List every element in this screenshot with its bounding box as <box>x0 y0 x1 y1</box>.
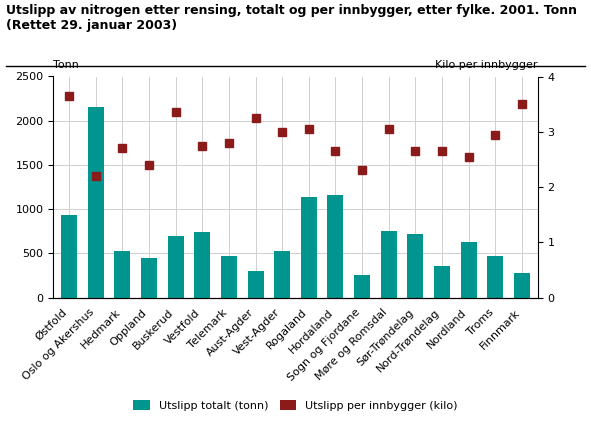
Bar <box>194 232 210 298</box>
Bar <box>248 271 264 298</box>
Bar <box>354 275 370 298</box>
Text: Utslipp av nitrogen etter rensing, totalt og per innbygger, etter fylke. 2001. T: Utslipp av nitrogen etter rensing, total… <box>6 4 577 32</box>
Bar <box>221 256 237 297</box>
Bar <box>460 242 476 298</box>
Bar <box>301 197 317 298</box>
Bar <box>141 258 157 297</box>
Legend: Utslipp totalt (tonn), Utslipp per innbygger (kilo): Utslipp totalt (tonn), Utslipp per innby… <box>129 396 462 415</box>
Text: Tonn: Tonn <box>53 60 79 70</box>
Bar <box>434 266 450 298</box>
Bar <box>168 235 184 298</box>
Bar <box>514 273 530 298</box>
Bar <box>88 107 104 298</box>
Bar <box>61 215 77 298</box>
Bar <box>115 251 131 298</box>
Text: Kilo per innbygger: Kilo per innbygger <box>436 60 538 70</box>
Bar <box>274 251 290 298</box>
Bar <box>381 231 397 298</box>
Bar <box>487 256 503 297</box>
Bar <box>407 234 423 298</box>
Bar <box>327 195 343 298</box>
